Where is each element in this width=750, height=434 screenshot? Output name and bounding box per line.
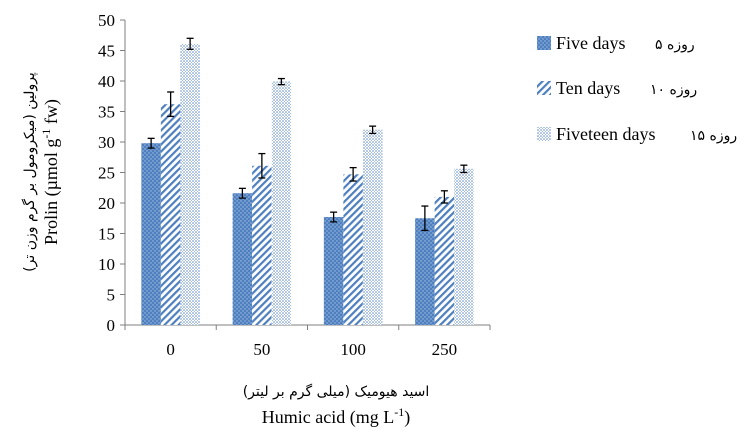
error-bar xyxy=(186,37,194,50)
y-axis-ticks: 0 5 10 15 20 25 30 35 40 45 50 xyxy=(98,11,125,335)
legend-item-ten-days: Ten days ۱۰ روزه xyxy=(537,78,697,98)
legend-item-fiveteen-days: Fiveteen days ۱۵ روزه xyxy=(537,124,737,144)
x-axis-title: Humic acid (mg L-1) xyxy=(262,405,410,428)
y-tick-label: 35 xyxy=(98,103,115,122)
legend-item-five-days: Five days ۵ روزه xyxy=(537,33,695,53)
legend-label-five-days-fa: ۵ روزه xyxy=(655,37,695,53)
y-tick-label: 5 xyxy=(107,286,116,305)
legend-swatch-five-days xyxy=(537,36,551,50)
x-axis-title-fa: اسید هیومیک (میلی گرم بر لیتر) xyxy=(243,383,430,400)
y-tick-label: 15 xyxy=(98,225,115,244)
legend-swatch-fiveteen-days xyxy=(537,127,551,141)
legend-label-ten-days: Ten days xyxy=(556,78,620,98)
bar-fiveteen-days-50 xyxy=(271,81,292,325)
y-tick-label: 40 xyxy=(98,72,115,91)
error-bar xyxy=(460,164,468,174)
y-tick-label: 0 xyxy=(107,316,116,335)
x-tick-label: 250 xyxy=(432,340,458,359)
error-bar xyxy=(238,187,246,199)
error-bar xyxy=(277,77,285,86)
bar-five-days-0 xyxy=(141,143,161,325)
legend-label-ten-days-fa: ۱۰ روزه xyxy=(650,82,697,98)
error-bar xyxy=(330,211,338,223)
legend-label-fiveteen-days: Fiveteen days xyxy=(556,124,655,144)
y-axis-title: Prolin (µmol g-1 fw) xyxy=(39,99,62,245)
legend-swatch-ten-days xyxy=(537,81,551,95)
bar-ten-days-100 xyxy=(343,174,363,325)
bar-five-days-100 xyxy=(323,217,344,325)
error-bar xyxy=(167,91,175,118)
x-tick-label: 100 xyxy=(340,340,366,359)
legend: Five days ۵ روزه Ten days ۱۰ روزه Fivete… xyxy=(537,33,737,144)
error-bar xyxy=(440,190,448,204)
bar-five-days-250 xyxy=(415,218,435,325)
legend-label-fiveteen-days-fa: ۱۵ روزه xyxy=(690,128,737,144)
bar-ten-days-50 xyxy=(252,165,272,325)
bars xyxy=(141,43,474,326)
bar-fiveteen-days-100 xyxy=(362,129,383,325)
x-tick-label: 50 xyxy=(253,340,270,359)
y-tick-label: 20 xyxy=(98,194,115,213)
error-bar xyxy=(349,166,357,182)
bar-ten-days-250 xyxy=(434,196,455,325)
y-tick-label: 30 xyxy=(98,133,115,152)
legend-label-five-days: Five days xyxy=(556,33,626,53)
y-axis-title-fa: پرولین (میکرومول بر گرم وزن تر) xyxy=(21,72,38,272)
error-bar xyxy=(147,137,155,149)
bar-fiveteen-days-250 xyxy=(454,168,474,325)
bar-fiveteen-days-0 xyxy=(180,43,200,325)
error-bar xyxy=(258,152,266,179)
y-tick-label: 50 xyxy=(98,11,115,30)
error-bar xyxy=(369,125,377,135)
x-tick-label: 0 xyxy=(166,340,175,359)
x-axis-ticks: 0 50 100 250 xyxy=(124,325,491,359)
error-bars xyxy=(147,37,468,232)
bar-five-days-50 xyxy=(232,193,253,325)
y-tick-label: 10 xyxy=(98,255,115,274)
y-tick-label: 25 xyxy=(98,164,115,183)
bar-ten-days-0 xyxy=(160,104,181,326)
y-tick-label: 45 xyxy=(98,42,115,61)
error-bar xyxy=(421,205,429,232)
